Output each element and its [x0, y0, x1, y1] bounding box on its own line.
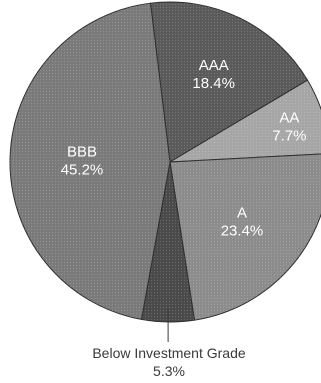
- pie-slices: [9, 1, 321, 323]
- slice-name-label-aa: AA: [279, 110, 299, 127]
- slice-value-label-below-investment-grade: 5.3%: [153, 363, 185, 379]
- slice-name-label-below-investment-grade: Below Investment Grade: [92, 345, 246, 361]
- slice-value-label-bbb: 45.2%: [61, 162, 104, 179]
- slice-name-label-bbb: BBB: [67, 144, 97, 161]
- slice-value-label-aa: 7.7%: [272, 128, 306, 145]
- slice-value-label-a: 23.4%: [221, 223, 264, 240]
- slice-name-label-aaa: AAA: [199, 57, 229, 74]
- slice-value-label-aaa: 18.4%: [192, 75, 235, 92]
- slice-name-label-a: A: [237, 205, 247, 222]
